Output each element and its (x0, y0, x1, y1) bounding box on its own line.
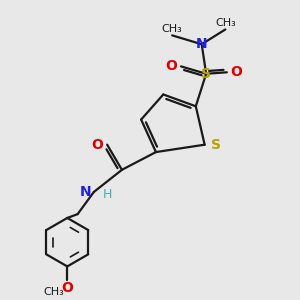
Text: O: O (230, 65, 242, 79)
Text: S: S (201, 67, 211, 81)
Text: N: N (196, 37, 208, 51)
Text: S: S (211, 138, 221, 152)
Text: O: O (61, 281, 73, 295)
Text: CH₃: CH₃ (162, 24, 182, 34)
Text: N: N (80, 185, 92, 199)
Text: CH₃: CH₃ (215, 18, 236, 28)
Text: O: O (166, 59, 178, 74)
Text: H: H (103, 188, 112, 201)
Text: O: O (91, 138, 103, 152)
Text: CH₃: CH₃ (44, 287, 64, 297)
